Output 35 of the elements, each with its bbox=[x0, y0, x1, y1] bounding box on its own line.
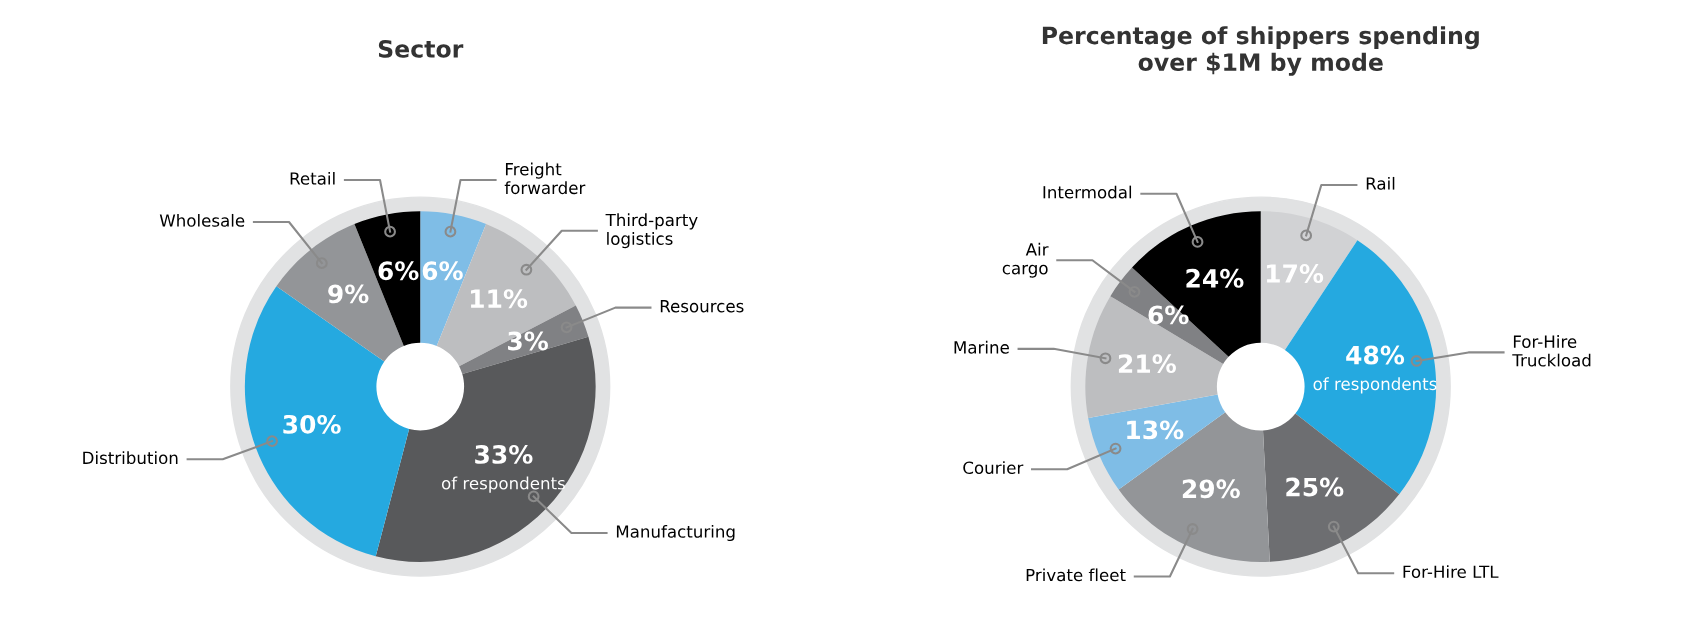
slice-label: For-Hire Truckload bbox=[1512, 335, 1591, 367]
donut-slice bbox=[1263, 413, 1400, 562]
slice-label: Air cargo bbox=[1002, 242, 1049, 278]
data-label: 29% bbox=[1182, 479, 1240, 499]
data-label: 6% bbox=[378, 261, 419, 281]
slice-label: Freight forwarder bbox=[504, 162, 586, 195]
slice-label: Wholesale bbox=[159, 213, 245, 227]
data-label: 3% bbox=[508, 331, 548, 351]
slice-label: Marine bbox=[954, 340, 1009, 354]
data-label: 33% bbox=[475, 444, 533, 464]
donut-slice bbox=[1118, 412, 1270, 562]
slice-label: For-Hire LTL bbox=[1403, 565, 1499, 579]
data-label: 6% bbox=[422, 261, 463, 281]
donut-slice bbox=[244, 286, 410, 557]
slice-label: Third-party logistics bbox=[605, 213, 698, 249]
data-label: 48% bbox=[1346, 345, 1405, 365]
data-label: 25% bbox=[1286, 477, 1344, 497]
slice-label: Retail bbox=[290, 171, 335, 185]
data-label: 11% bbox=[470, 289, 528, 309]
data-label: 30% bbox=[283, 414, 341, 434]
slice-label: Courier bbox=[963, 461, 1024, 475]
data-label: 24% bbox=[1186, 268, 1244, 288]
slice-label: Resources bbox=[660, 300, 744, 313]
slice-label: Intermodal bbox=[1043, 185, 1132, 199]
slice-label: Private fleet bbox=[1026, 568, 1126, 582]
data-label: 13% bbox=[1127, 420, 1184, 440]
donut-slice bbox=[1085, 296, 1224, 419]
slice-label: Distribution bbox=[83, 451, 178, 465]
slice-label: Manufacturing bbox=[616, 524, 735, 542]
chart-title: Sector bbox=[378, 39, 464, 58]
slice-label: Rail bbox=[1366, 176, 1395, 190]
text: of respondents bbox=[441, 476, 565, 493]
data-label: 9% bbox=[328, 284, 369, 304]
chart-title: Percentage of shippers spending over $1M by mode bbox=[1042, 26, 1479, 76]
data-label: 21% bbox=[1118, 354, 1176, 374]
